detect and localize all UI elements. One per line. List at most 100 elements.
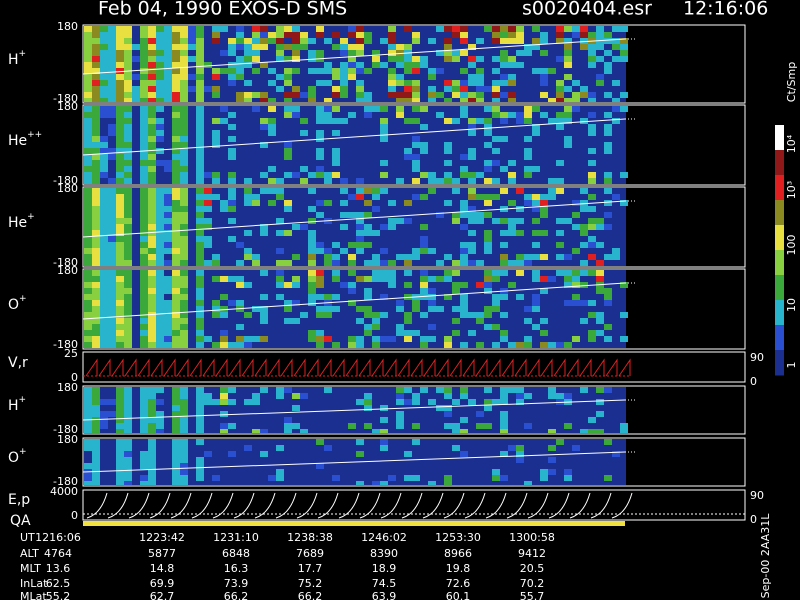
- spectrogram-cell: [164, 166, 172, 172]
- spectrogram-cell: [516, 457, 524, 463]
- spectrogram-cell: [324, 106, 332, 112]
- spectrogram-cell: [116, 439, 124, 445]
- spectrogram-cell: [524, 254, 532, 260]
- spectrogram-cell: [100, 236, 108, 242]
- spectrogram-cell: [172, 68, 180, 74]
- spectrogram-cell: [380, 429, 388, 433]
- spectrogram-cell: [292, 405, 300, 411]
- trace-line: [82, 399, 626, 421]
- spectrogram-cell: [92, 475, 100, 481]
- spectrogram-cell: [476, 282, 484, 288]
- spectrogram-cell: [508, 160, 516, 166]
- colorbar-label: 10: [785, 298, 798, 312]
- spectrogram-cell: [92, 118, 100, 124]
- spectrogram-cell: [620, 56, 628, 62]
- spectrogram-cell: [348, 242, 356, 248]
- spectrogram-cell: [180, 342, 188, 348]
- spectrogram-cell: [244, 312, 252, 318]
- spectrogram-cell: [292, 44, 300, 50]
- spectrogram-cell: [164, 324, 172, 330]
- spectrogram-cell: [156, 288, 164, 294]
- colorbar-unit: Ct/Smp: [785, 62, 798, 102]
- spectrogram-cell: [308, 336, 316, 342]
- spectrogram-cell: [236, 324, 244, 330]
- spectrogram-cell: [196, 86, 204, 92]
- spectrogram-cell: [140, 26, 148, 32]
- spectrogram-cell: [308, 50, 316, 56]
- spectrogram-cell: [172, 439, 180, 445]
- spectrogram-cell: [124, 44, 132, 50]
- spectrogram-cell: [292, 282, 300, 288]
- spectrogram-cell: [228, 276, 236, 282]
- spectrogram-cell: [124, 206, 132, 212]
- spectrogram-cell: [180, 166, 188, 172]
- spectrogram-cell: [516, 50, 524, 56]
- spectrogram-cell: [180, 56, 188, 62]
- spectrogram-cell: [596, 242, 604, 248]
- spectrogram-cell: [92, 166, 100, 172]
- spectrogram-cell: [508, 56, 516, 62]
- spectrogram-cell: [276, 86, 284, 92]
- spectrogram-cell: [596, 56, 604, 62]
- spectrogram-cell: [452, 318, 460, 324]
- spectrogram-cell: [172, 118, 180, 124]
- spectrogram-cell: [148, 318, 156, 324]
- spectrogram-cell: [244, 200, 252, 206]
- spectrogram-cell: [580, 44, 588, 50]
- panel: He+180-180: [8, 182, 746, 269]
- spectrogram-cell: [180, 236, 188, 242]
- spectrogram-cell: [84, 439, 92, 445]
- spectrogram-cell: [172, 142, 180, 148]
- spectrogram-cell: [132, 56, 140, 62]
- spectrogram-cell: [460, 260, 468, 266]
- spectrogram-cell: [100, 148, 108, 154]
- spectrogram-cell: [532, 306, 540, 312]
- spectrogram-cell: [500, 80, 508, 86]
- spectrogram-cell: [212, 276, 220, 282]
- spectrogram-cell: [84, 148, 92, 154]
- spectrogram-cell: [196, 242, 204, 248]
- spectrogram-cell: [412, 118, 420, 124]
- spectrogram-cell: [564, 98, 572, 102]
- spectrogram-cell: [100, 288, 108, 294]
- spectrogram-cell: [508, 218, 516, 224]
- spectrogram-cell: [372, 206, 380, 212]
- spectrogram-cell: [164, 224, 172, 230]
- spectrogram-cell: [308, 68, 316, 74]
- spectrogram-cell: [452, 188, 460, 194]
- spectrogram-cell: [156, 282, 164, 288]
- spectrogram-cell: [260, 44, 268, 50]
- spectrogram-cell: [148, 188, 156, 194]
- spectrogram-cell: [84, 154, 92, 160]
- panel-label: H+: [8, 49, 26, 69]
- panel-label: He++: [8, 130, 42, 150]
- spectrogram-cell: [324, 178, 332, 184]
- spectrogram-cell: [116, 457, 124, 463]
- spectrogram-cell: [156, 44, 164, 50]
- spectrogram-cell: [324, 336, 332, 342]
- spectrogram-cell: [476, 172, 484, 178]
- y2-tick-label: 0: [750, 513, 757, 526]
- spectrogram-cell: [564, 38, 572, 44]
- spectrogram-cell: [260, 318, 268, 324]
- spectrogram-cell: [532, 26, 540, 32]
- spectrogram-cell: [412, 330, 420, 336]
- spectrogram-cell: [428, 288, 436, 294]
- spectrogram-cell: [228, 399, 236, 405]
- spectrogram-cell: [100, 276, 108, 282]
- spectrogram-cell: [444, 200, 452, 206]
- spectrogram-cell: [148, 342, 156, 348]
- spectrogram-cell: [84, 106, 92, 112]
- spectrogram-cell: [92, 212, 100, 218]
- spectrogram-cell: [92, 38, 100, 44]
- spectrogram-cell: [284, 56, 292, 62]
- spectrogram-cell: [588, 124, 596, 130]
- spectrogram-cell: [580, 92, 588, 98]
- spectrogram-cell: [164, 26, 172, 32]
- spectrogram-cell: [428, 86, 436, 92]
- spectrogram-cell: [524, 154, 532, 160]
- spectrogram-cell: [460, 86, 468, 92]
- spectrogram-cell: [364, 393, 372, 399]
- spectrogram-cell: [404, 56, 412, 62]
- y-tick-label: 180: [57, 264, 78, 277]
